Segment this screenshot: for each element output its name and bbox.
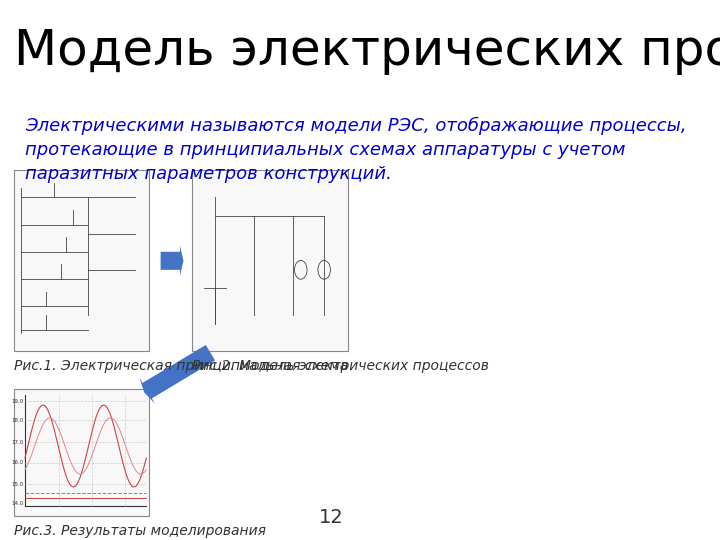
Text: 18.0: 18.0 xyxy=(12,418,24,423)
Text: 19.0: 19.0 xyxy=(12,399,24,404)
FancyBboxPatch shape xyxy=(14,170,149,352)
Text: Рис.3. Результаты моделирования: Рис.3. Результаты моделирования xyxy=(14,524,266,538)
Text: 15.0: 15.0 xyxy=(12,482,24,487)
Text: Модель электрических процессов: Модель электрических процессов xyxy=(14,26,720,75)
Text: 16.0: 16.0 xyxy=(12,460,24,465)
Text: Рис.1. Электрическая принципиальная схема: Рис.1. Электрическая принципиальная схем… xyxy=(14,359,348,373)
Text: 12: 12 xyxy=(319,508,344,527)
Text: Рис.2. Модель электрических процессов: Рис.2. Модель электрических процессов xyxy=(192,359,488,373)
FancyBboxPatch shape xyxy=(192,170,348,352)
Text: 17.0: 17.0 xyxy=(12,440,24,444)
FancyBboxPatch shape xyxy=(14,389,149,516)
Text: 14.0: 14.0 xyxy=(12,501,24,506)
Text: Электрическими называются модели РЭС, отображающие процессы,
протекающие в принц: Электрическими называются модели РЭС, от… xyxy=(24,117,686,183)
